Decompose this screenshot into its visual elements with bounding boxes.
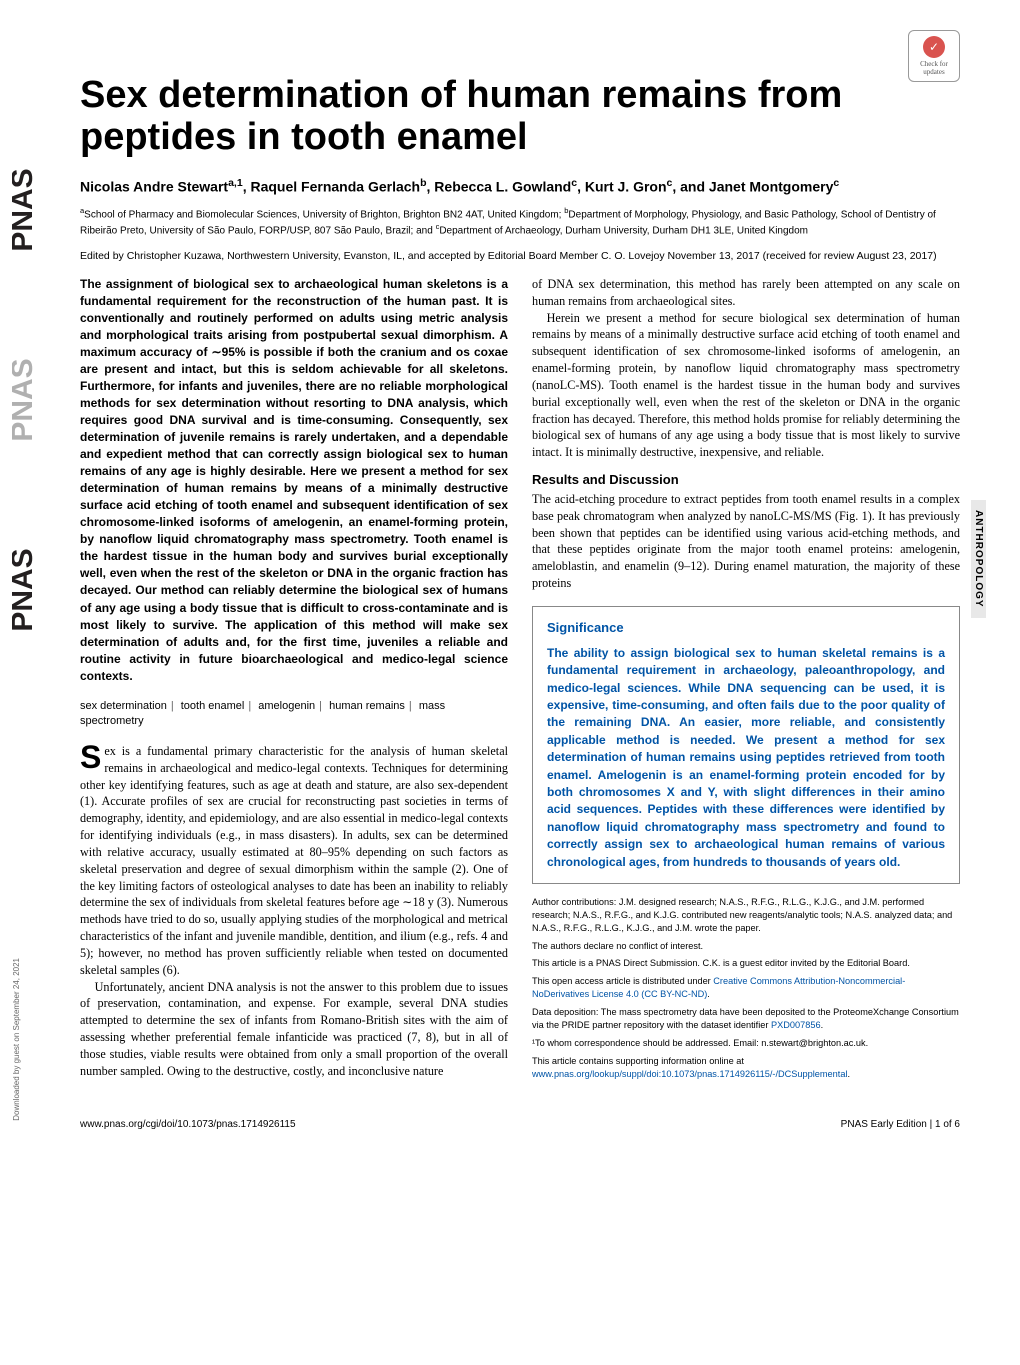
footer-doi: www.pnas.org/cgi/doi/10.1073/pnas.171492…: [80, 1119, 296, 1130]
intro-paragraph-1: Sex is a fundamental primary characteris…: [80, 743, 508, 979]
check-updates-badge[interactable]: ✓ Check for updates: [908, 30, 960, 82]
keyword: human remains: [329, 700, 405, 712]
footnotes: Author contributions: J.M. designed rese…: [532, 896, 960, 1081]
supplement-link[interactable]: www.pnas.org/lookup/suppl/doi:10.1073/pn…: [532, 1069, 847, 1079]
check-updates-icon: ✓: [923, 36, 945, 58]
data-deposition: Data deposition: The mass spectrometry d…: [532, 1006, 960, 1032]
col2-paragraph-1: of DNA sex determination, this method ha…: [532, 276, 960, 310]
keyword: amelogenin: [258, 700, 315, 712]
svg-text:PNAS: PNAS: [12, 548, 39, 631]
svg-text:PNAS: PNAS: [12, 168, 39, 251]
keyword: sex determination: [80, 700, 167, 712]
keyword: tooth enamel: [181, 700, 245, 712]
svg-text:PNAS: PNAS: [12, 358, 39, 441]
col2-paragraph-2: Herein we present a method for secure bi…: [532, 310, 960, 461]
section-heading-results: Results and Discussion: [532, 471, 960, 489]
significance-heading: Significance: [547, 619, 945, 637]
check-updates-label: Check for updates: [909, 60, 959, 76]
author-list: Nicolas Andre Stewarta,1, Raquel Fernand…: [80, 177, 960, 195]
dataset-link[interactable]: PXD007856: [771, 1020, 821, 1030]
significance-box: Significance The ability to assign biolo…: [532, 606, 960, 884]
conflict-statement: The authors declare no conflict of inter…: [532, 940, 960, 953]
license-statement: This open access article is distributed …: [532, 975, 960, 1001]
edited-by-line: Edited by Christopher Kuzawa, Northweste…: [80, 250, 960, 262]
footer-page-number: PNAS Early Edition | 1 of 6: [841, 1119, 960, 1130]
article-title: Sex determination of human remains from …: [80, 75, 960, 159]
direct-submission: This article is a PNAS Direct Submission…: [532, 957, 960, 970]
supplement-statement: This article contains supporting informa…: [532, 1055, 960, 1081]
affiliations: aSchool of Pharmacy and Biomolecular Sci…: [80, 206, 960, 238]
journal-logo-sidebar: PNAS PNAS PNAS: [12, 150, 52, 850]
section-tab: ANTHROPOLOGY: [971, 500, 986, 618]
download-note: Downloaded by guest on September 24, 202…: [12, 958, 21, 1121]
abstract: The assignment of biological sex to arch…: [80, 276, 508, 685]
results-paragraph-1: The acid-etching procedure to extract pe…: [532, 491, 960, 592]
correspondence: ¹To whom correspondence should be addres…: [532, 1037, 960, 1050]
significance-body: The ability to assign biological sex to …: [547, 645, 945, 871]
keywords: sex determination| tooth enamel| ameloge…: [80, 699, 508, 729]
author-contributions: Author contributions: J.M. designed rese…: [532, 896, 960, 935]
intro-paragraph-2: Unfortunately, ancient DNA analysis is n…: [80, 979, 508, 1080]
